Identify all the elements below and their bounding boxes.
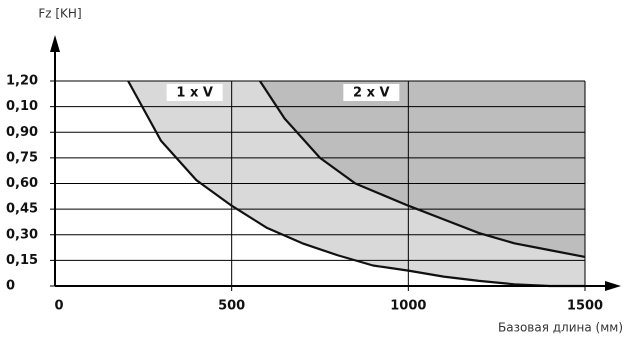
y-tick-label: 0,30: [6, 227, 38, 242]
legend-label: 1 x V: [176, 86, 213, 101]
x-tick-label: 1500: [567, 299, 603, 314]
y-tick-label: 1,20: [6, 74, 38, 89]
y-axis-title: Fz [KH]: [38, 7, 81, 21]
y-arrow: [50, 35, 60, 52]
x-tick-label: 1000: [390, 299, 426, 314]
y-tick-label: 0,10: [6, 99, 38, 114]
curve: [259, 80, 586, 259]
y-tick-label: 0,60: [6, 176, 38, 191]
x-axis-title: Базовая длина (мм): [498, 321, 623, 335]
curve: [127, 80, 585, 288]
x-arrow: [605, 281, 621, 291]
y-tick-label: 0,75: [6, 150, 38, 165]
y-tick-label: 0,45: [6, 202, 38, 217]
y-tick-label: 0,90: [6, 125, 38, 140]
zone-fill: [259, 81, 585, 257]
x-tick-label: 0: [54, 299, 63, 314]
zone-label-box: [343, 84, 400, 101]
y-tick-label: 0,15: [6, 253, 38, 268]
zone-label-box: [166, 84, 223, 101]
x-tick-label: 500: [218, 299, 245, 314]
y-tick-label: 0: [6, 279, 15, 294]
legend-label: 2 x V: [353, 86, 390, 101]
